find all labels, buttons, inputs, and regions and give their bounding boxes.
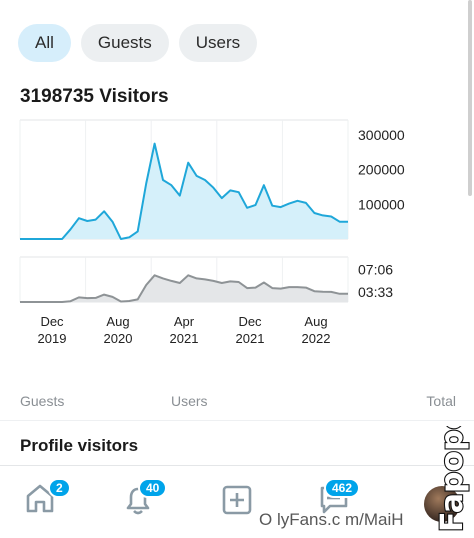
x-ticks: Dec 2019 Aug 2020 Apr 2021 Dec 2021 Aug 2022 (38, 314, 331, 346)
upper-y-ticks: 300000 200000 100000 (358, 127, 405, 212)
visitors-label: Visitors (99, 86, 169, 107)
avatar[interactable] (424, 486, 460, 522)
messages-badge: 462 (324, 478, 361, 498)
filter-guests-button[interactable]: Guests (80, 24, 169, 62)
x-tick-label: Dec 2019 (38, 314, 67, 346)
watermark-logo: Fapopedia (434, 426, 471, 533)
y-tick-label: 200000 (358, 162, 405, 178)
y-tick-label: 300000 (358, 127, 405, 143)
plus-square-icon (222, 485, 252, 515)
column-total: Total (426, 393, 456, 409)
home-icon (26, 484, 54, 513)
watermark-url: O lyFans.c m/MaiH (259, 510, 404, 529)
profile-visitors-title: Profile visitors (20, 436, 139, 455)
filter-chips: All Guests Users (18, 24, 258, 62)
x-tick-label: Apr 2021 (170, 314, 199, 346)
x-tick-label: Dec 2021 (236, 314, 265, 346)
nav-new-post[interactable] (218, 480, 258, 520)
watermark-logo-text: Fapopedia (435, 426, 470, 532)
notifications-badge: 40 (138, 478, 168, 498)
x-tick-label: Aug 2020 (104, 314, 133, 346)
y-tick-label: 07:06 (358, 262, 393, 278)
column-users: Users (171, 393, 208, 409)
y-tick-label: 100000 (358, 196, 405, 212)
filter-all-button[interactable]: All (18, 24, 71, 62)
home-badge: 2 (48, 478, 71, 498)
y-tick-label: 03:33 (358, 284, 393, 300)
visitors-line (20, 142, 348, 240)
divider (0, 420, 474, 421)
nav-home[interactable]: 2 (22, 478, 71, 520)
duration-line (20, 274, 348, 303)
filter-users-button[interactable]: Users (178, 24, 258, 62)
scrollbar[interactable] (468, 0, 472, 196)
bottom-nav: 2 40 462 (0, 465, 474, 538)
nav-notifications[interactable]: 40 (118, 478, 168, 520)
x-tick-label: Aug 2022 (302, 314, 331, 346)
visitors-count: 3198735 (20, 86, 94, 107)
duration-area (20, 275, 348, 302)
visitors-area (20, 143, 348, 239)
visitors-title: 3198735 Visitors (20, 86, 169, 108)
lower-y-ticks: 07:06 03:33 (358, 262, 393, 301)
visitors-chart[interactable]: 300000 200000 100000 07:06 03:33 Dec 2019 Aug… (0, 110, 474, 350)
column-guests: Guests (20, 393, 65, 409)
nav-messages[interactable]: 462 (316, 478, 361, 520)
